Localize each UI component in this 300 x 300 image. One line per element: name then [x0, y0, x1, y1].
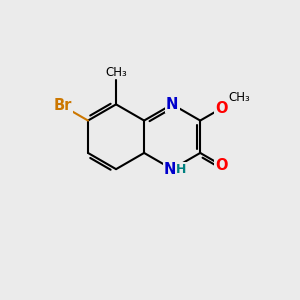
Text: CH₃: CH₃: [105, 66, 127, 79]
Text: CH₃: CH₃: [229, 92, 250, 104]
Text: O: O: [215, 101, 227, 116]
Text: H: H: [176, 163, 186, 176]
Text: N: N: [166, 97, 178, 112]
Text: Br: Br: [53, 98, 72, 113]
Text: N: N: [164, 162, 176, 177]
Text: O: O: [216, 158, 228, 173]
